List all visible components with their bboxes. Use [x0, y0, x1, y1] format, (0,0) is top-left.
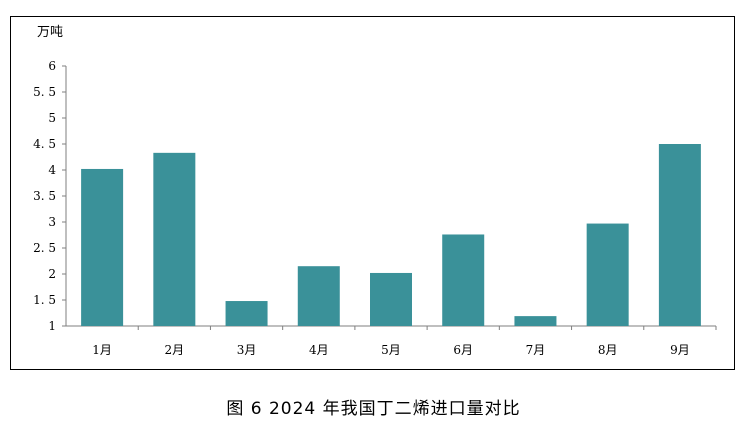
y-tick-label: 1. 5 — [33, 293, 56, 307]
x-tick-label: 7月 — [526, 343, 546, 357]
y-tick-label: 6 — [48, 59, 56, 73]
x-tick-label: 2月 — [165, 343, 185, 357]
y-tick-label: 3 — [48, 215, 56, 229]
x-tick-label: 6月 — [453, 343, 473, 357]
y-tick-label: 4 — [48, 163, 56, 177]
bar — [225, 301, 268, 326]
y-tick-label: 2. 5 — [33, 241, 56, 255]
bar-chart: 1 1. 5 2 2. 5 3 3. 5 4 4. 5 5 5. 5 6 1月 2月 3月 4月 5月 6月 7月… — [33, 59, 717, 357]
x-tick-label: 4月 — [309, 343, 329, 357]
x-tick-label: 8月 — [598, 343, 618, 357]
figure-caption: 图 6 2024 年我国丁二烯进口量对比 — [226, 399, 521, 419]
bar — [370, 272, 412, 326]
y-tick-label: 4. 5 — [33, 137, 56, 151]
y-tick-label: 1 — [48, 319, 56, 333]
bar — [658, 144, 701, 326]
y-tick-label: 2 — [48, 267, 56, 281]
x-tick-label: 9月 — [670, 343, 690, 357]
x-tick-label: 5月 — [381, 343, 401, 357]
y-tick-label: 3. 5 — [33, 189, 56, 203]
bar — [297, 266, 340, 326]
bar — [153, 152, 196, 326]
x-tick-label: 1月 — [92, 343, 112, 357]
y-tick-label: 5 — [48, 111, 56, 125]
bar — [586, 223, 629, 326]
bar — [81, 168, 124, 326]
y-tick-label: 5. 5 — [33, 85, 56, 99]
x-tick-label: 3月 — [237, 343, 257, 357]
bar — [514, 316, 557, 326]
y-axis-unit-label: 万吨 — [37, 25, 64, 40]
bar — [442, 234, 485, 326]
chart-frame: 万吨 1 1. 5 2 2. 5 3 3. 5 4 4. 5 5 5. 5 6 1月 2月 3月 4月 5月 6… — [10, 16, 735, 370]
